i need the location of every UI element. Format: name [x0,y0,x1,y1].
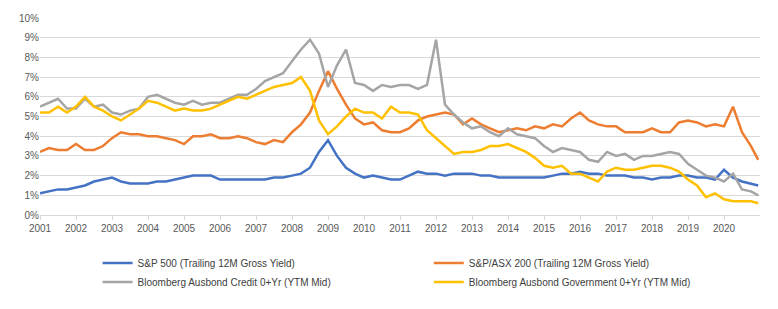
svg-text:6%: 6% [25,91,40,102]
svg-text:9%: 9% [25,32,40,43]
svg-text:2011: 2011 [389,223,411,234]
svg-text:3%: 3% [25,150,40,161]
svg-text:2004: 2004 [137,223,160,234]
svg-text:Bloomberg Ausbond Credit 0+Yr: Bloomberg Ausbond Credit 0+Yr (YTM Mid) [138,277,331,288]
svg-text:2006: 2006 [209,223,232,234]
svg-text:2016: 2016 [569,223,592,234]
svg-text:2009: 2009 [317,223,340,234]
svg-text:2012: 2012 [425,223,448,234]
svg-text:2013: 2013 [461,223,484,234]
svg-text:2003: 2003 [101,223,124,234]
svg-text:7%: 7% [25,72,40,83]
svg-text:S&P/ASX 200 (Trailing 12M Gros: S&P/ASX 200 (Trailing 12M Gross Yield) [469,258,649,269]
svg-text:2020: 2020 [713,223,736,234]
svg-text:2010: 2010 [353,223,376,234]
svg-text:1%: 1% [25,190,40,201]
svg-text:2015: 2015 [533,223,556,234]
svg-text:2%: 2% [25,170,40,181]
svg-text:2005: 2005 [173,223,196,234]
svg-text:Bloomberg Ausbond Government 0: Bloomberg Ausbond Government 0+Yr (YTM M… [469,277,690,288]
svg-text:2002: 2002 [65,223,88,234]
svg-text:4%: 4% [25,131,40,142]
svg-text:10%: 10% [19,13,39,24]
svg-text:S&P 500 (Trailing 12M Gross Yi: S&P 500 (Trailing 12M Gross Yield) [138,258,295,269]
svg-text:2014: 2014 [497,223,520,234]
svg-text:2019: 2019 [677,223,700,234]
svg-text:2007: 2007 [245,223,268,234]
svg-text:5%: 5% [25,111,40,122]
svg-text:2018: 2018 [641,223,664,234]
svg-text:2008: 2008 [281,223,304,234]
svg-text:0%: 0% [25,210,40,221]
svg-text:2017: 2017 [605,223,628,234]
svg-text:2001: 2001 [29,223,52,234]
svg-text:8%: 8% [25,52,40,63]
